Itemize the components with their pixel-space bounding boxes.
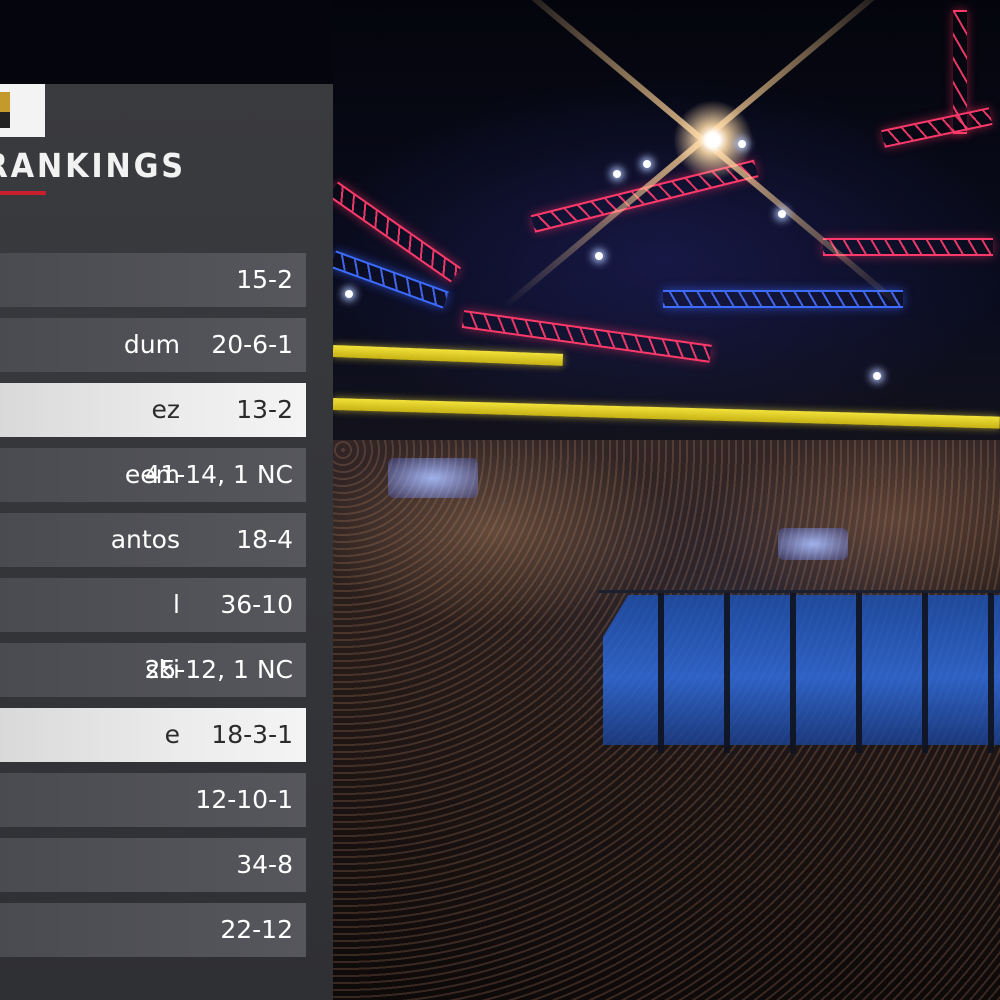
fighter-name: l [173, 590, 180, 619]
spotlight [595, 252, 603, 260]
rankings-title: T RANKINGS [0, 146, 200, 186]
fighter-record: 18-4 [236, 525, 293, 554]
ranking-row: 22-12 [0, 903, 306, 957]
fighter-name-cell: l [0, 578, 180, 632]
ranking-row: dum 20-6-1 [0, 318, 306, 372]
lighting-truss [823, 238, 993, 256]
spotlight [643, 160, 651, 168]
title-underline [0, 191, 46, 195]
arena-background [333, 0, 1000, 1000]
lighting-truss [953, 10, 967, 134]
ranking-row: 34-8 [0, 838, 306, 892]
fighter-record: 12-10-1 [195, 785, 293, 814]
arena-screen [388, 458, 478, 498]
fighter-name-cell [0, 903, 180, 957]
fighter-name: e [164, 720, 180, 749]
spotlight [613, 170, 621, 178]
fighter-name-cell: e [0, 708, 180, 762]
fighter-name-cell: antos [0, 513, 180, 567]
fighter-name-cell [0, 253, 180, 307]
fighter-record: 22-12 [220, 915, 293, 944]
fighter-record: 20-6-1 [211, 330, 293, 359]
fighter-name-cell [0, 838, 180, 892]
spotlight [345, 290, 353, 298]
ufc-logo-icon [0, 84, 45, 137]
fighter-record: 41-14, 1 NC [144, 460, 293, 489]
rankings-list: 15-2 dum 20-6-1 ez 13-2 eem 41-14, 1 NC antos 18… [0, 253, 306, 968]
yellow-rail [333, 345, 564, 366]
fighter-record: 25-12, 1 NC [144, 655, 293, 684]
octagon-fence [598, 590, 1000, 753]
fighter-record: 34-8 [236, 850, 293, 879]
ranking-row: 15-2 [0, 253, 306, 307]
fighter-name-cell: ski [0, 643, 180, 697]
fighter-record: 13-2 [236, 395, 293, 424]
fighter-name: ez [151, 395, 180, 424]
fighter-name: dum [123, 330, 180, 359]
rankings-panel: T RANKINGS 15-2 dum 20-6-1 ez 13-2 eem41-14, … [0, 84, 333, 1000]
lighting-truss [881, 107, 993, 148]
ranking-row: e 18-3-1 [0, 708, 306, 762]
fighter-name: eem [124, 460, 180, 489]
arena-screen [778, 528, 848, 560]
fighter-record: 15-2 [236, 265, 293, 294]
fighter-name: antos [110, 525, 180, 554]
fighter-record: 36-10 [220, 590, 293, 619]
fighter-name-cell [0, 773, 180, 827]
ranking-row: l 36-10 [0, 578, 306, 632]
rankings-title-text: T RANKINGS [0, 146, 186, 185]
spotlight [738, 140, 746, 148]
spotlight [778, 210, 786, 218]
spotlight [873, 372, 881, 380]
ranking-row: ski 25-12, 1 NC [0, 643, 306, 697]
ranking-row: eem 41-14, 1 NC [0, 448, 306, 502]
ranking-row: ez 13-2 [0, 383, 306, 437]
logo-mark [0, 92, 10, 128]
ranking-row: 12-10-1 [0, 773, 306, 827]
yellow-rail [333, 398, 1000, 429]
fighter-name-cell: eem [0, 448, 180, 502]
fighter-name-cell: dum [0, 318, 180, 372]
fighter-record: 18-3-1 [211, 720, 293, 749]
fighter-name-cell: ez [0, 383, 180, 437]
ranking-row: antos 18-4 [0, 513, 306, 567]
lighting-truss [663, 290, 903, 308]
fighter-name: ski [145, 655, 180, 684]
